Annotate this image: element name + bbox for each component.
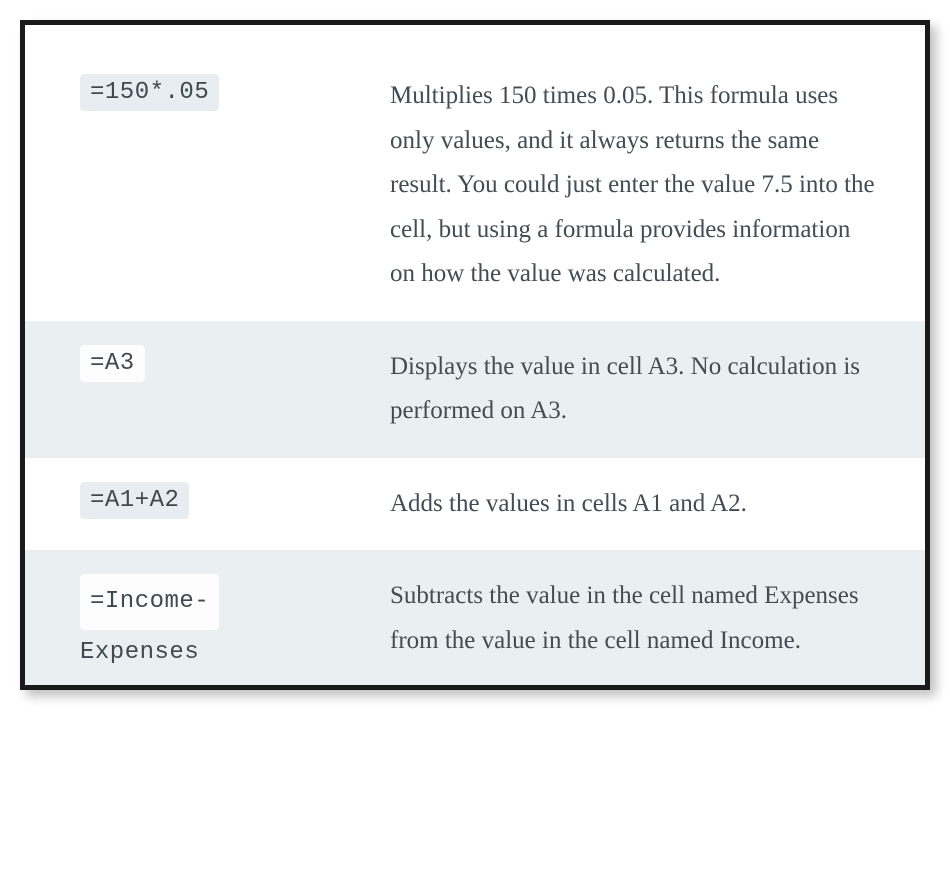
formula-cell: =A1+A2 xyxy=(80,482,390,519)
formula-code-line: =Income- xyxy=(80,574,219,630)
formula-examples-panel: =150*.05 Multiplies 150 times 0.05. This… xyxy=(20,20,930,690)
table-row: =A1+A2 Adds the values in cells A1 and A… xyxy=(25,458,925,551)
formula-cell: =Income- Expenses xyxy=(80,574,390,675)
table-row: =A3 Displays the value in cell A3. No ca… xyxy=(25,321,925,458)
description-cell: Adds the values in cells A1 and A2. xyxy=(390,482,880,527)
formula-cell: =150*.05 xyxy=(80,74,390,111)
formula-code: =A1+A2 xyxy=(80,482,189,519)
formula-code: =A3 xyxy=(80,345,145,382)
formula-code-line: Expenses xyxy=(80,639,199,666)
description-cell: Subtracts the value in the cell named Ex… xyxy=(390,574,880,663)
table-row: =150*.05 Multiplies 150 times 0.05. This… xyxy=(25,50,925,321)
description-cell: Displays the value in cell A3. No calcul… xyxy=(390,345,880,434)
formula-cell: =A3 xyxy=(80,345,390,382)
description-cell: Multiplies 150 times 0.05. This formula … xyxy=(390,74,880,297)
formula-code: =150*.05 xyxy=(80,74,219,111)
table-row: =Income- Expenses Subtracts the value in… xyxy=(25,550,925,685)
formula-code: =Income- Expenses xyxy=(80,574,390,675)
